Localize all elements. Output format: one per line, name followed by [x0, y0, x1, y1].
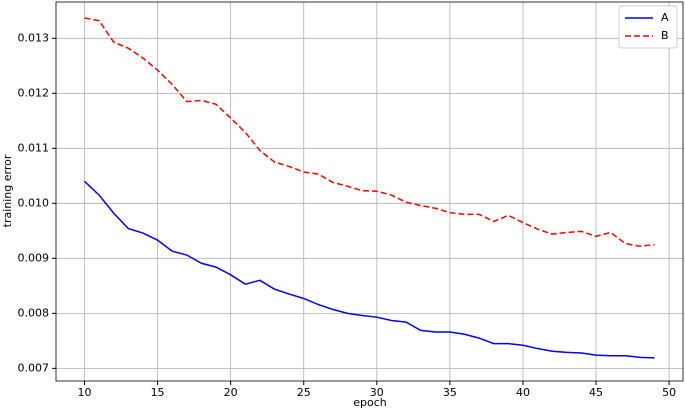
x-tick-label: 20 — [224, 386, 238, 399]
y-tick-label: 0.010 — [18, 196, 50, 209]
y-tick-label: 0.009 — [18, 251, 50, 264]
x-tick-label: 40 — [516, 386, 530, 399]
legend-label: A — [661, 11, 669, 24]
y-tick-label: 0.012 — [18, 86, 50, 99]
x-tick-label: 45 — [589, 386, 603, 399]
x-tick-label: 35 — [443, 386, 457, 399]
plot-frame — [55, 1, 684, 382]
legend-label: B — [661, 29, 669, 42]
x-tick-label: 10 — [78, 386, 92, 399]
x-tick-label: 50 — [662, 386, 676, 399]
y-tick-label: 0.011 — [18, 141, 50, 154]
y-tick-label: 0.013 — [18, 31, 50, 44]
y-tick-label: 0.007 — [18, 361, 50, 374]
y-axis-label: training error — [1, 154, 14, 227]
series-line — [83, 180, 655, 359]
y-tick-label: 0.008 — [18, 306, 50, 319]
x-tick-label: 30 — [370, 386, 384, 399]
x-tick-label: 25 — [297, 386, 311, 399]
legend-box — [618, 5, 678, 49]
series-line — [84, 17, 655, 247]
x-tick-label: 15 — [151, 386, 165, 399]
x-axis-label: epoch — [353, 396, 387, 409]
